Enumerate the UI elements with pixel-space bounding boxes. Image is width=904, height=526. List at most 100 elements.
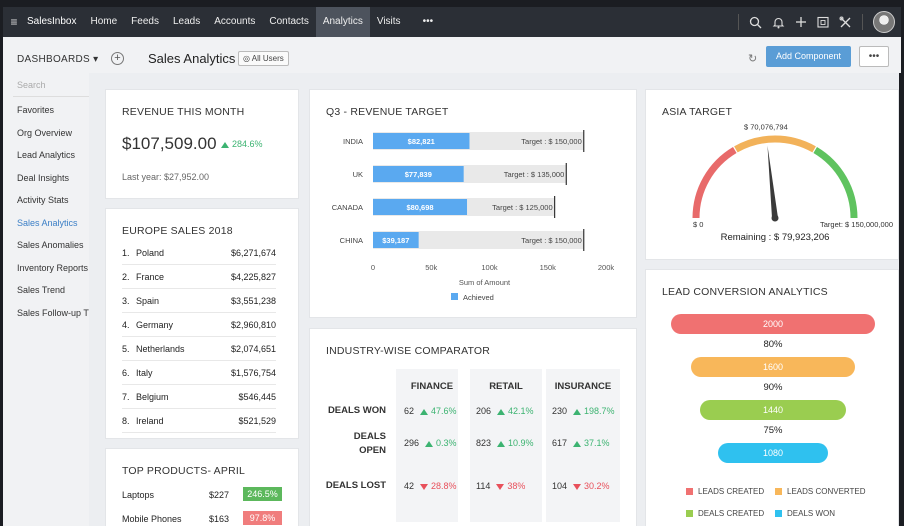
avatar[interactable] [873, 11, 895, 33]
deal-change: 0.3% [436, 438, 457, 448]
funnel-legend-item[interactable]: LEADS CONVERTED [775, 487, 866, 496]
search-icon[interactable] [749, 16, 762, 29]
gauge-green-segment [813, 146, 858, 219]
asia-target-card[interactable]: ASIA TARGET $ 70,076,794 $ 0 Target: $ 150… [645, 89, 899, 260]
deal-count: 206 [476, 406, 492, 416]
all-users-badge[interactable]: ◎ All Users [238, 51, 289, 66]
achieved-bar[interactable] [373, 166, 464, 182]
funnel-stage-bar[interactable]: 1080 [717, 443, 829, 463]
deal-count: 296 [404, 438, 420, 448]
nav-salesinbox[interactable]: SalesInbox [27, 16, 77, 27]
dashboards-dropdown[interactable]: DASHBOARDS ▾ [17, 54, 99, 65]
revenue-amount: $107,509.00 [122, 134, 217, 153]
sidebar-item-activity-stats[interactable]: Activity Stats [17, 195, 69, 205]
funnel-legend-item[interactable]: LEADS CREATED [686, 487, 764, 496]
revenue-card[interactable]: REVENUE THIS MONTH $107,509.00 284.6% La… [105, 89, 299, 199]
funnel-stage-bar[interactable]: 1440 [699, 400, 847, 420]
achieved-bar[interactable] [373, 232, 419, 248]
nav-analytics[interactable]: Analytics [315, 7, 370, 37]
gauge-orange-segment [734, 135, 816, 153]
deal-count: 62 [404, 406, 415, 416]
insurance-header: INSURANCE [554, 381, 612, 392]
sidebar-item-sales-follow-up[interactable]: Sales Follow-up T [17, 308, 89, 318]
nav-accounts[interactable]: Accounts [214, 16, 256, 27]
sidebar-item-favorites[interactable]: Favorites [17, 105, 55, 115]
sales-value: $521,529 [238, 416, 276, 426]
bell-icon[interactable] [772, 16, 785, 29]
q3-bar-chart: INDIA $82,821 Target : $ 150,000 UK $77,839 T… [332, 130, 614, 302]
legend-label[interactable]: Achieved [463, 293, 494, 302]
top-nav: ≡ SalesInbox Home Feeds Leads Accounts C… [3, 7, 901, 37]
country: Poland [136, 248, 165, 258]
add-component-button[interactable]: Add Component [766, 46, 851, 67]
nav-more-icon[interactable]: ••• [422, 16, 434, 27]
deal-change: 47.6% [431, 406, 457, 416]
deal-count: 104 [552, 481, 568, 491]
achieved-bar[interactable] [373, 199, 468, 215]
sales-value: $546,445 [238, 392, 276, 402]
nav-feeds[interactable]: Feeds [131, 16, 159, 27]
comparator-cell: 114 38% [476, 481, 525, 491]
industry-comparator-card[interactable]: INDUSTRY-WISE COMPARATOR FINANCE RETAIL … [309, 328, 637, 526]
refresh-icon[interactable]: ↻ [748, 53, 758, 65]
plus-icon[interactable] [795, 16, 807, 28]
sidebar-item-sales-anomalies[interactable]: Sales Anomalies [17, 240, 84, 250]
achieved-bar[interactable] [373, 133, 470, 149]
sidebar-item-org-overview[interactable]: Org Overview [17, 128, 73, 138]
product-change-badge: 246.5% [243, 487, 282, 501]
country: Belgium [136, 392, 169, 402]
dashboard-content: REVENUE THIS MONTH $107,509.00 284.6% La… [89, 73, 899, 526]
top-products-card[interactable]: TOP PRODUCTS- APRIL Laptops $227 246.5% Mob… [105, 448, 299, 526]
legend-swatch [451, 293, 458, 300]
deal-change: 198.7% [584, 406, 615, 416]
sidebar-item-sales-analytics[interactable]: Sales Analytics [17, 218, 78, 228]
sales-value: $1,576,754 [230, 368, 276, 378]
lead-conversion-card[interactable]: LEAD CONVERSION ANALYTICS 2000 80% 1600 90%… [645, 269, 899, 526]
hamburger-icon[interactable]: ≡ [10, 15, 18, 29]
gauge-hub [771, 214, 779, 222]
funnel-stage-bar[interactable]: 2000 [671, 314, 875, 334]
retail-header: RETAIL [489, 381, 523, 392]
country: Spain [136, 296, 160, 306]
country: Netherlands [136, 344, 185, 354]
product-name: Laptops [122, 490, 155, 500]
nav-home[interactable]: Home [90, 16, 118, 27]
sidebar-item-sales-trend[interactable]: Sales Trend [17, 285, 66, 295]
asia-gauge: $ 70,076,794 $ 0 Target: $ 150,000,000 Rema… [692, 122, 893, 243]
sidebar-search-input[interactable]: Search [17, 80, 46, 90]
funnel-stage-bar[interactable]: 1600 [691, 357, 855, 377]
calendar-icon[interactable] [817, 16, 829, 28]
add-dashboard-icon[interactable]: + [111, 52, 124, 65]
country: France [136, 272, 165, 282]
sidebar-item-lead-analytics[interactable]: Lead Analytics [17, 150, 76, 160]
more-options-button[interactable]: ••• [859, 46, 889, 67]
legend-label: LEADS CONVERTED [787, 487, 866, 496]
revenue-title: REVENUE THIS MONTH [122, 106, 245, 118]
q3-revenue-target-card[interactable]: Q3 - REVENUE TARGET INDIA $82,821 Target :… [309, 89, 637, 318]
tools-icon[interactable] [839, 16, 852, 29]
europe-sales-card[interactable]: EUROPE SALES 2018 1. Poland $6,271,674 2. Fr… [105, 208, 299, 439]
deal-count: 230 [552, 406, 568, 416]
down-arrow-icon [496, 483, 505, 490]
comparator-cell: 62 47.6% [404, 406, 457, 416]
gauge-min-label: $ 0 [693, 220, 703, 229]
sidebar-item-inventory-reports[interactable]: Inventory Reports [17, 263, 89, 273]
deal-count: 114 [476, 481, 491, 491]
category-label: CHINA [340, 236, 363, 245]
europe-row: 4. Germany $2,960,810 [122, 314, 276, 337]
deal-count: 42 [404, 481, 415, 491]
value-label: $39,187 [382, 236, 409, 245]
x-axis-label: Sum of Amount [459, 278, 511, 287]
sidebar-item-deal-insights[interactable]: Deal Insights [17, 173, 70, 183]
funnel-legend-item[interactable]: DEALS CREATED [686, 509, 764, 518]
funnel-legend-item[interactable]: DEALS WON [775, 509, 835, 518]
legend-label: DEALS WON [787, 509, 836, 518]
nav-leads[interactable]: Leads [172, 16, 201, 27]
nav-visits[interactable]: Visits [376, 16, 401, 27]
sales-value: $6,271,674 [230, 248, 276, 258]
product-name: Mobile Phones [122, 514, 182, 524]
rank: 8. [122, 416, 130, 426]
target-label: Target : $ 125,000 [492, 203, 552, 212]
country: Italy [136, 368, 153, 378]
nav-contacts[interactable]: Contacts [269, 16, 309, 27]
